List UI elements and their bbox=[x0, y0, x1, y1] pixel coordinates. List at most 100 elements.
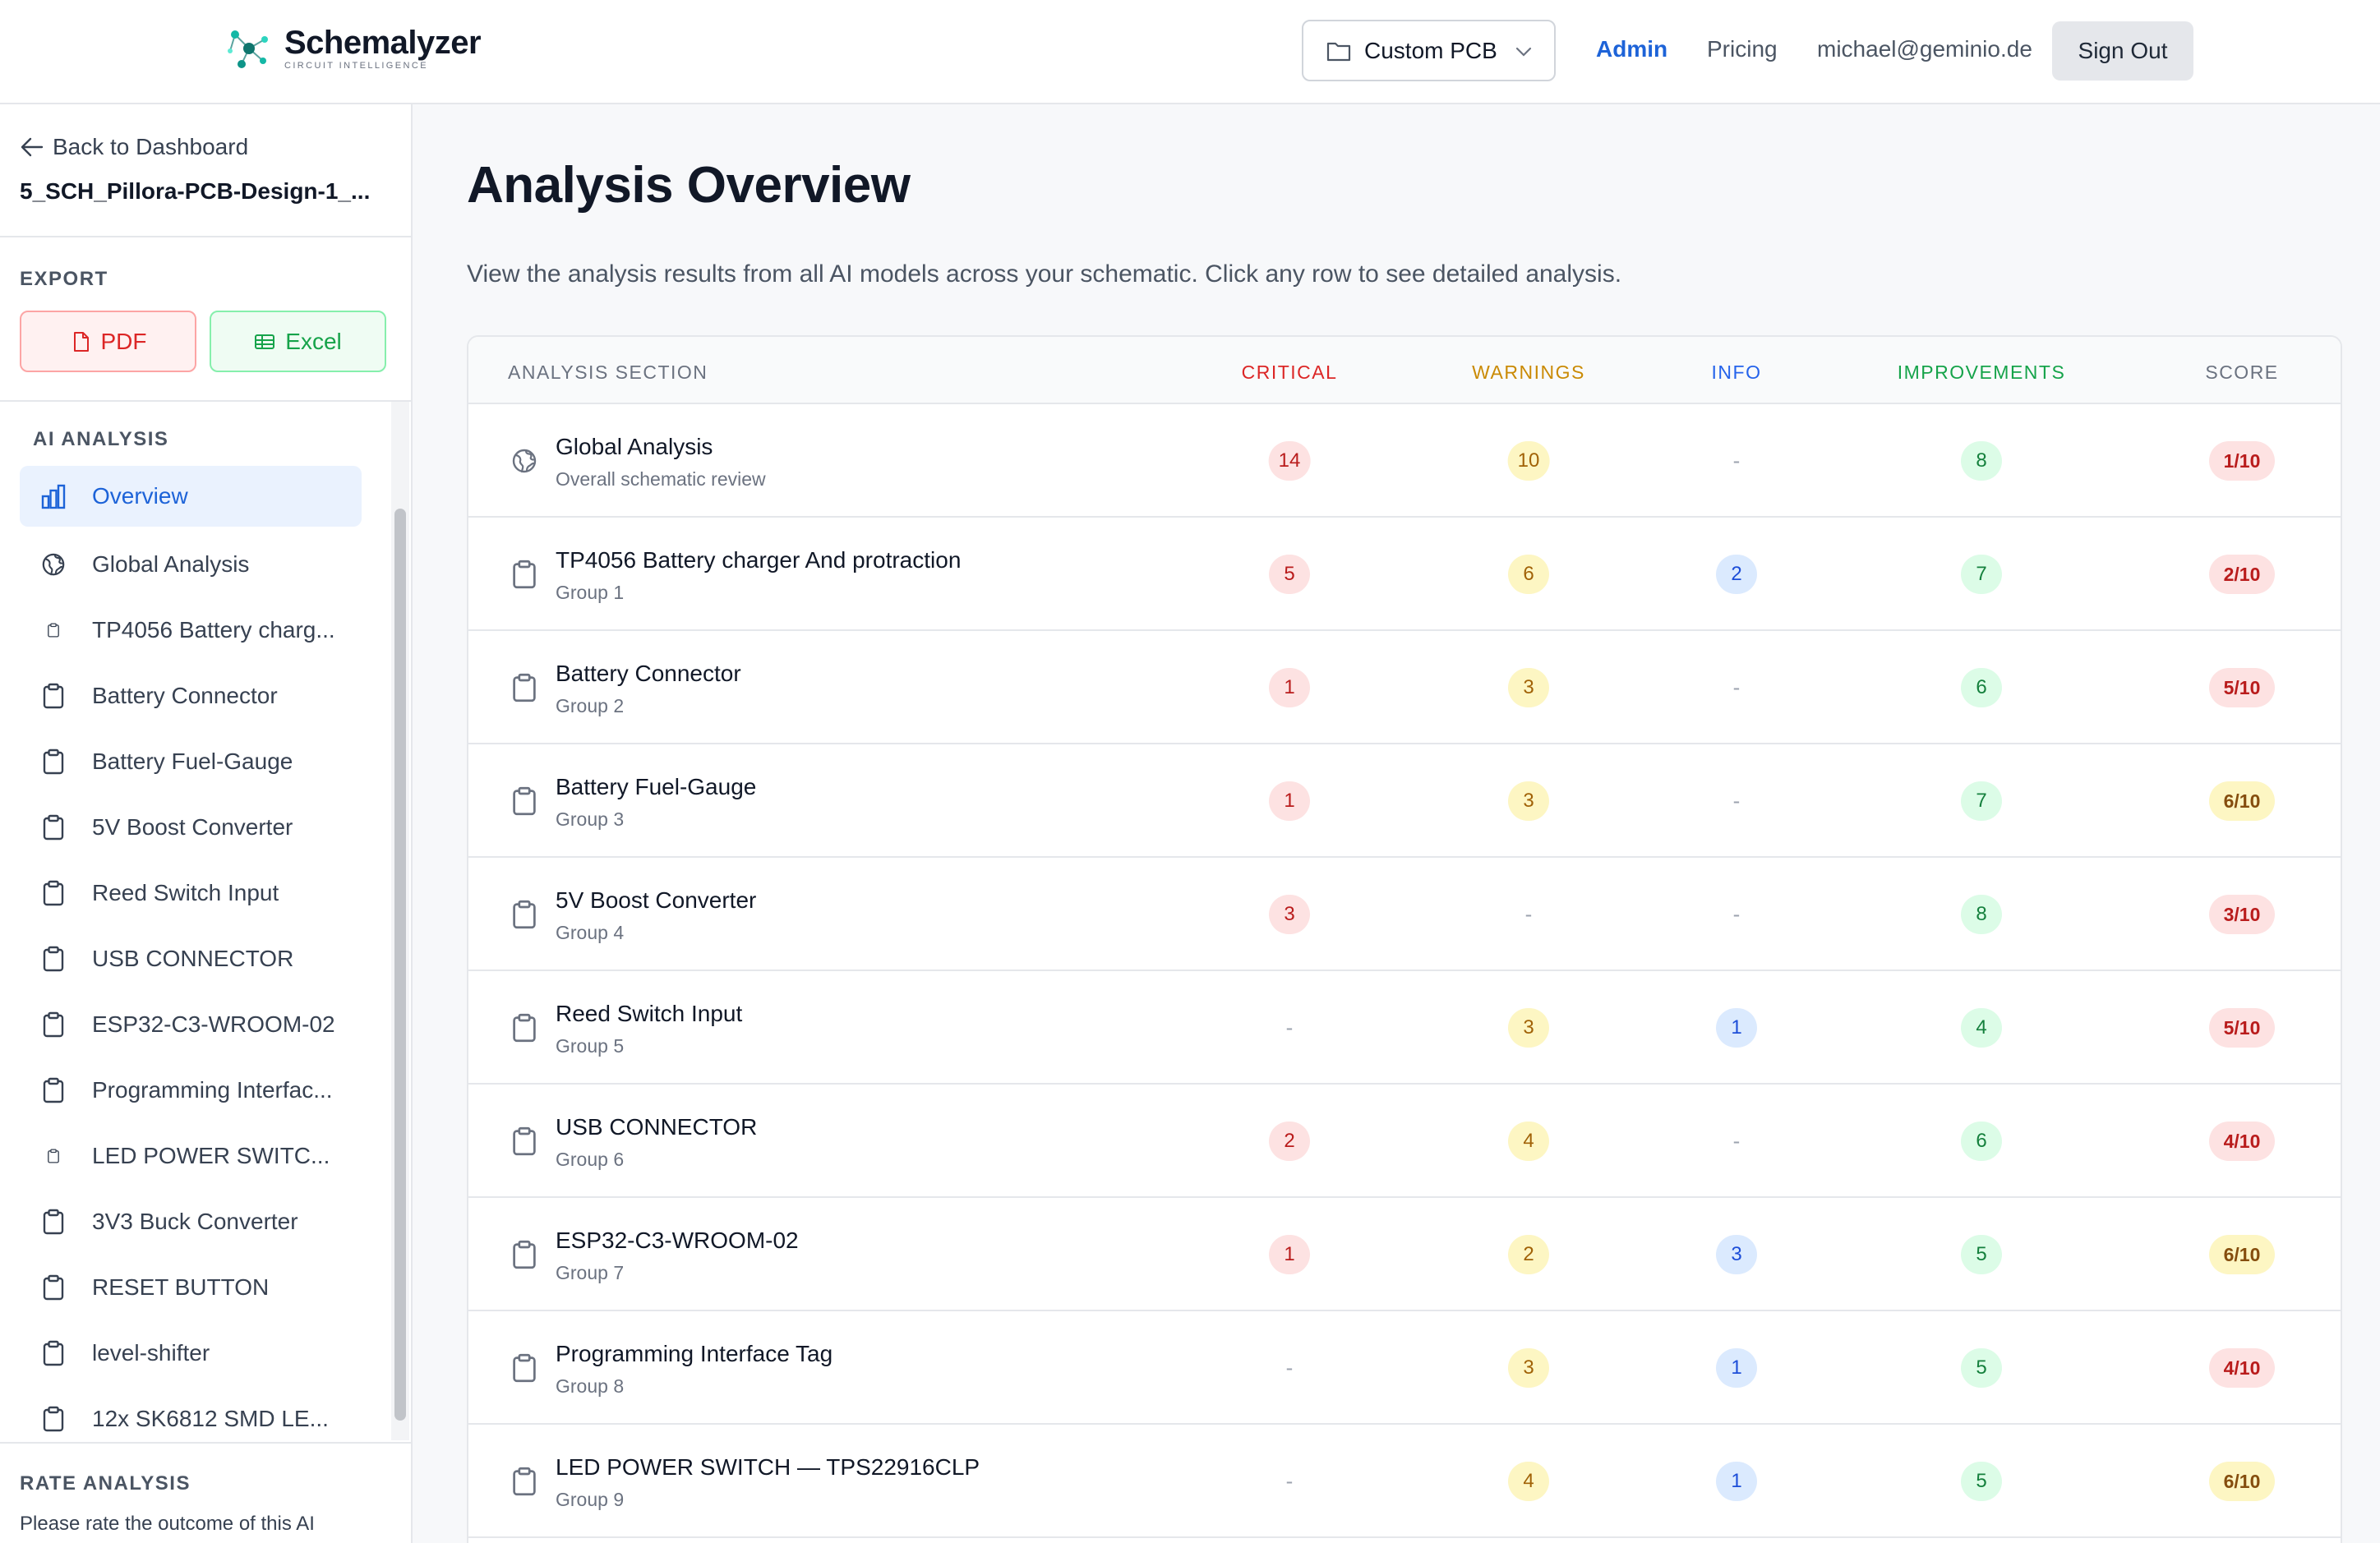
critical-count-badge: 5 bbox=[1269, 555, 1310, 594]
sidebar-item[interactable]: Overview bbox=[20, 466, 362, 527]
empty-dash: - bbox=[1732, 675, 1741, 700]
info-cell: - bbox=[1733, 675, 1741, 701]
divider bbox=[0, 1442, 413, 1444]
table-row[interactable]: Battery Connector Group 2 1 3 - 6 5/10 bbox=[468, 631, 2341, 744]
info-cell: 1 bbox=[1716, 1462, 1757, 1501]
warnings-cell: 3 bbox=[1508, 781, 1549, 821]
nav-pricing-link[interactable]: Pricing bbox=[1707, 36, 1778, 62]
sidebar: Back to Dashboard 5_SCH_Pillora-PCB-Desi… bbox=[0, 104, 413, 1543]
sidebar-scrollbar-thumb[interactable] bbox=[394, 509, 406, 1421]
score-cell: 5/10 bbox=[2209, 668, 2275, 707]
improvements-count-badge: 6 bbox=[1961, 1122, 2002, 1161]
export-excel-button[interactable]: Excel bbox=[210, 311, 386, 372]
table-row[interactable]: TP4056 Battery charger And protraction Gr… bbox=[468, 518, 2341, 631]
page-description: View the analysis results from all AI mo… bbox=[467, 260, 1622, 288]
clipboard-icon bbox=[39, 616, 67, 644]
sidebar-item[interactable]: LED POWER SWITC... bbox=[20, 1123, 362, 1189]
info-count-badge: 3 bbox=[1716, 1235, 1757, 1274]
row-section-subtitle: Group 4 bbox=[556, 922, 625, 943]
warnings-count-badge: 2 bbox=[1508, 1235, 1549, 1274]
sidebar-item[interactable]: TP4056 Battery charg... bbox=[20, 597, 362, 663]
sidebar-item-label: RESET BUTTON bbox=[92, 1274, 270, 1300]
table-row[interactable]: LED POWER SWITCH — TPS22916CLP Group 9 - 4 1… bbox=[468, 1425, 2341, 1538]
sidebar-item[interactable]: USB CONNECTOR bbox=[20, 926, 362, 992]
clipboard-icon bbox=[39, 682, 67, 710]
improvements-cell: 5 bbox=[1961, 1235, 2002, 1274]
empty-dash: - bbox=[1732, 448, 1741, 473]
score-badge: 4/10 bbox=[2209, 1122, 2275, 1161]
page-title: Analysis Overview bbox=[467, 157, 911, 214]
sidebar-item-label: USB CONNECTOR bbox=[92, 946, 294, 971]
sidebar-item[interactable]: 3V3 Buck Converter bbox=[20, 1189, 362, 1255]
sign-out-button[interactable]: Sign Out bbox=[2052, 21, 2193, 81]
back-to-dashboard-link[interactable]: Back to Dashboard bbox=[20, 134, 248, 160]
rate-analysis-text: Please rate the outcome of this AI analy… bbox=[20, 1513, 315, 1543]
empty-dash: - bbox=[1732, 901, 1741, 927]
info-count-badge: 1 bbox=[1716, 1462, 1757, 1501]
sidebar-item-label: Overview bbox=[92, 483, 188, 509]
clipboard-icon bbox=[39, 813, 67, 841]
column-header-warnings: WARNINGS bbox=[1472, 362, 1585, 383]
sidebar-item[interactable]: Global Analysis bbox=[20, 532, 362, 597]
improvements-cell: 8 bbox=[1961, 895, 2002, 934]
sidebar-item[interactable]: ESP32-C3-WROOM-02 bbox=[20, 992, 362, 1057]
sidebar-item[interactable]: Reed Switch Input bbox=[20, 860, 362, 926]
export-pdf-button[interactable]: PDF bbox=[20, 311, 196, 372]
sidebar-item-label: Battery Fuel-Gauge bbox=[92, 748, 293, 774]
table-row[interactable]: Programming Interface Tag Group 8 - 3 1 5 4/10 bbox=[468, 1311, 2341, 1425]
app-logo[interactable]: Schemalyzer CIRCUIT INTELLIGENCE bbox=[224, 23, 482, 74]
critical-count-badge: 1 bbox=[1269, 1235, 1310, 1274]
score-badge: 6/10 bbox=[2209, 1462, 2275, 1501]
improvements-count-badge: 5 bbox=[1961, 1348, 2002, 1388]
sidebar-item[interactable]: Programming Interfac... bbox=[20, 1057, 362, 1123]
score-badge: 3/10 bbox=[2209, 895, 2275, 934]
info-count-badge: 2 bbox=[1716, 555, 1757, 594]
clipboard-icon bbox=[39, 1405, 67, 1433]
project-name: 5_SCH_Pillora-PCB-Design-1_... bbox=[20, 178, 371, 204]
clipboard-icon bbox=[508, 1465, 541, 1498]
clipboard-icon bbox=[39, 1011, 67, 1039]
score-badge: 4/10 bbox=[2209, 1348, 2275, 1388]
info-cell: 2 bbox=[1716, 555, 1757, 594]
table-row[interactable]: Battery Fuel-Gauge Group 3 1 3 - 7 6/10 bbox=[468, 744, 2341, 858]
table-body: Global Analysis Overall schematic review 1… bbox=[468, 404, 2341, 1538]
warnings-cell: 3 bbox=[1508, 1348, 1549, 1388]
clipboard-icon bbox=[508, 1125, 541, 1158]
improvements-cell: 6 bbox=[1961, 1122, 2002, 1161]
table-row[interactable]: Reed Switch Input Group 5 - 3 1 4 5/10 bbox=[468, 971, 2341, 1085]
table-row[interactable]: ESP32-C3-WROOM-02 Group 7 1 2 3 5 6/10 bbox=[468, 1198, 2341, 1311]
sidebar-item[interactable]: 12x SK6812 SMD LE... bbox=[20, 1386, 362, 1440]
spreadsheet-icon bbox=[255, 334, 275, 349]
sidebar-item[interactable]: RESET BUTTON bbox=[20, 1255, 362, 1320]
empty-dash: - bbox=[1285, 1355, 1294, 1380]
table-row[interactable]: Global Analysis Overall schematic review 1… bbox=[468, 404, 2341, 518]
sidebar-item-label: 12x SK6812 SMD LE... bbox=[92, 1406, 329, 1431]
table-row[interactable]: 5V Boost Converter Group 4 3 - - 8 3/10 bbox=[468, 858, 2341, 971]
row-section-name: USB CONNECTOR bbox=[556, 1114, 758, 1140]
score-cell: 5/10 bbox=[2209, 1008, 2275, 1048]
table-row[interactable]: USB CONNECTOR Group 6 2 4 - 6 4/10 bbox=[468, 1085, 2341, 1198]
top-bar: Schemalyzer CIRCUIT INTELLIGENCE Custom … bbox=[0, 0, 2380, 104]
improvements-count-badge: 8 bbox=[1961, 895, 2002, 934]
analysis-table: ANALYSIS SECTION CRITICAL WARNINGS INFO … bbox=[467, 335, 2342, 1543]
sidebar-item[interactable]: 5V Boost Converter bbox=[20, 795, 362, 860]
row-section-name: Reed Switch Input bbox=[556, 1001, 743, 1026]
logo-molecule-icon bbox=[228, 30, 268, 68]
sidebar-item[interactable]: Battery Fuel-Gauge bbox=[20, 729, 362, 795]
sidebar-item[interactable]: level-shifter bbox=[20, 1320, 362, 1386]
improvements-count-badge: 4 bbox=[1961, 1008, 2002, 1048]
improvements-count-badge: 6 bbox=[1961, 668, 2002, 707]
warnings-count-badge: 3 bbox=[1508, 1348, 1549, 1388]
column-header-section: ANALYSIS SECTION bbox=[508, 362, 708, 383]
sidebar-item[interactable]: Battery Connector bbox=[20, 663, 362, 729]
back-label: Back to Dashboard bbox=[53, 134, 249, 159]
clipboard-icon bbox=[508, 898, 541, 931]
nav-admin-link[interactable]: Admin bbox=[1596, 36, 1668, 62]
row-section-subtitle: Group 8 bbox=[556, 1375, 625, 1397]
score-cell: 4/10 bbox=[2209, 1122, 2275, 1161]
app-tagline: CIRCUIT INTELLIGENCE bbox=[284, 61, 428, 71]
critical-cell: - bbox=[1286, 1356, 1294, 1381]
project-select[interactable]: Custom PCB bbox=[1302, 20, 1556, 81]
critical-count-badge: 14 bbox=[1268, 441, 1311, 481]
arrow-left-icon bbox=[21, 137, 44, 157]
